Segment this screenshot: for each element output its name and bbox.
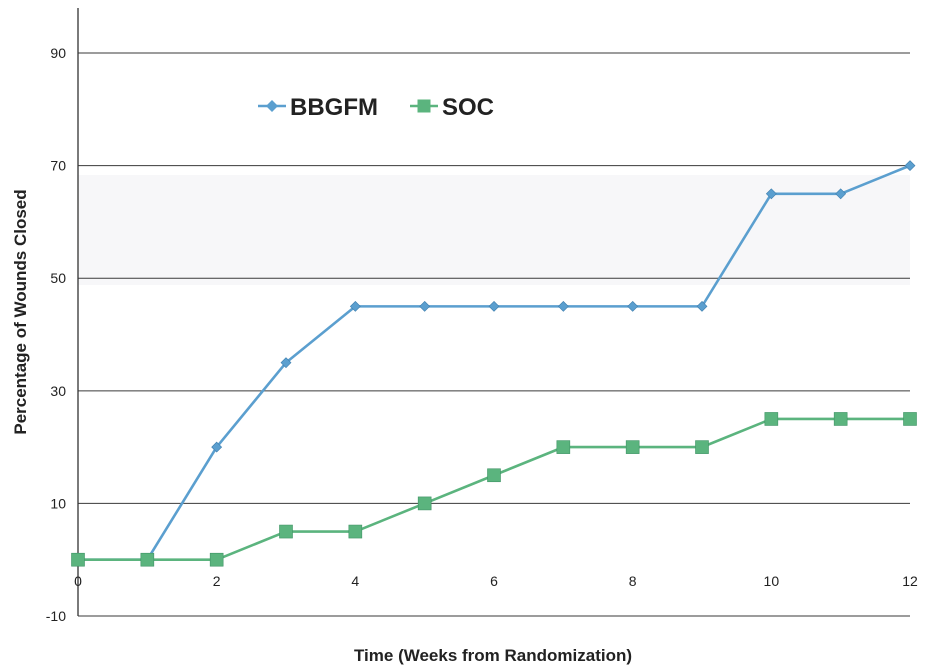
x-tick-label: 10 xyxy=(764,573,780,589)
grid-lines xyxy=(78,52,910,617)
x-tick-label: 8 xyxy=(629,573,637,589)
legend: BBGFM SOC xyxy=(258,94,494,121)
data-point-bbgfm xyxy=(488,300,500,312)
data-point-bbgfm xyxy=(835,188,847,200)
data-point-bbgfm xyxy=(904,160,916,172)
x-tick-label: 2 xyxy=(213,573,221,589)
data-point-bbgfm xyxy=(280,357,292,369)
y-tick-label: 50 xyxy=(50,270,66,286)
data-point-bbgfm xyxy=(765,188,777,200)
plot-band xyxy=(78,175,910,285)
y-tick-label: 10 xyxy=(50,495,66,511)
data-point-soc xyxy=(556,440,571,454)
data-point-soc xyxy=(903,412,917,426)
series-soc xyxy=(71,412,917,567)
data-point-bbgfm xyxy=(419,300,431,312)
data-point-soc xyxy=(279,524,293,539)
data-point-bbgfm xyxy=(211,441,223,453)
data-point-bbgfm xyxy=(627,300,639,312)
data-point-soc xyxy=(209,552,224,567)
data-point-soc xyxy=(833,412,848,426)
y-tick-label: 30 xyxy=(50,383,66,399)
y-axis-title: Percentage of Wounds Closed xyxy=(11,189,30,434)
data-point-bbgfm xyxy=(557,300,569,312)
x-tick-label: 0 xyxy=(74,573,82,589)
data-point-soc xyxy=(140,552,155,567)
data-point-bbgfm xyxy=(696,300,708,312)
data-point-soc xyxy=(625,440,640,454)
series-line-soc xyxy=(78,417,910,562)
legend-marker xyxy=(266,100,278,112)
data-point-soc xyxy=(487,468,501,483)
data-point-soc xyxy=(695,440,709,454)
data-point-soc xyxy=(417,496,432,511)
y-tick-label: -10 xyxy=(46,608,66,624)
y-tick-label: 90 xyxy=(50,45,66,61)
y-tick-label: 70 xyxy=(50,158,66,174)
data-point-soc xyxy=(764,412,779,426)
x-tick-labels: 0 2 4 6 8 10 12 xyxy=(74,573,918,589)
series-layer xyxy=(71,160,917,567)
data-point-soc xyxy=(348,524,363,539)
x-tick-label: 4 xyxy=(351,573,359,589)
y-tick-labels: -10 10 30 50 70 90 xyxy=(46,45,66,624)
x-tick-label: 6 xyxy=(490,573,498,589)
x-axis-title: Time (Weeks from Randomization) xyxy=(354,646,632,665)
legend-label: BBGFM xyxy=(290,94,378,121)
data-point-soc xyxy=(71,552,85,567)
legend-marker xyxy=(417,99,431,113)
legend-item-bbgfm: BBGFM xyxy=(258,94,378,121)
legend-label: SOC xyxy=(442,94,494,121)
legend-item-soc: SOC xyxy=(410,94,494,121)
x-tick-label: 12 xyxy=(902,573,918,589)
data-point-bbgfm xyxy=(349,300,361,312)
